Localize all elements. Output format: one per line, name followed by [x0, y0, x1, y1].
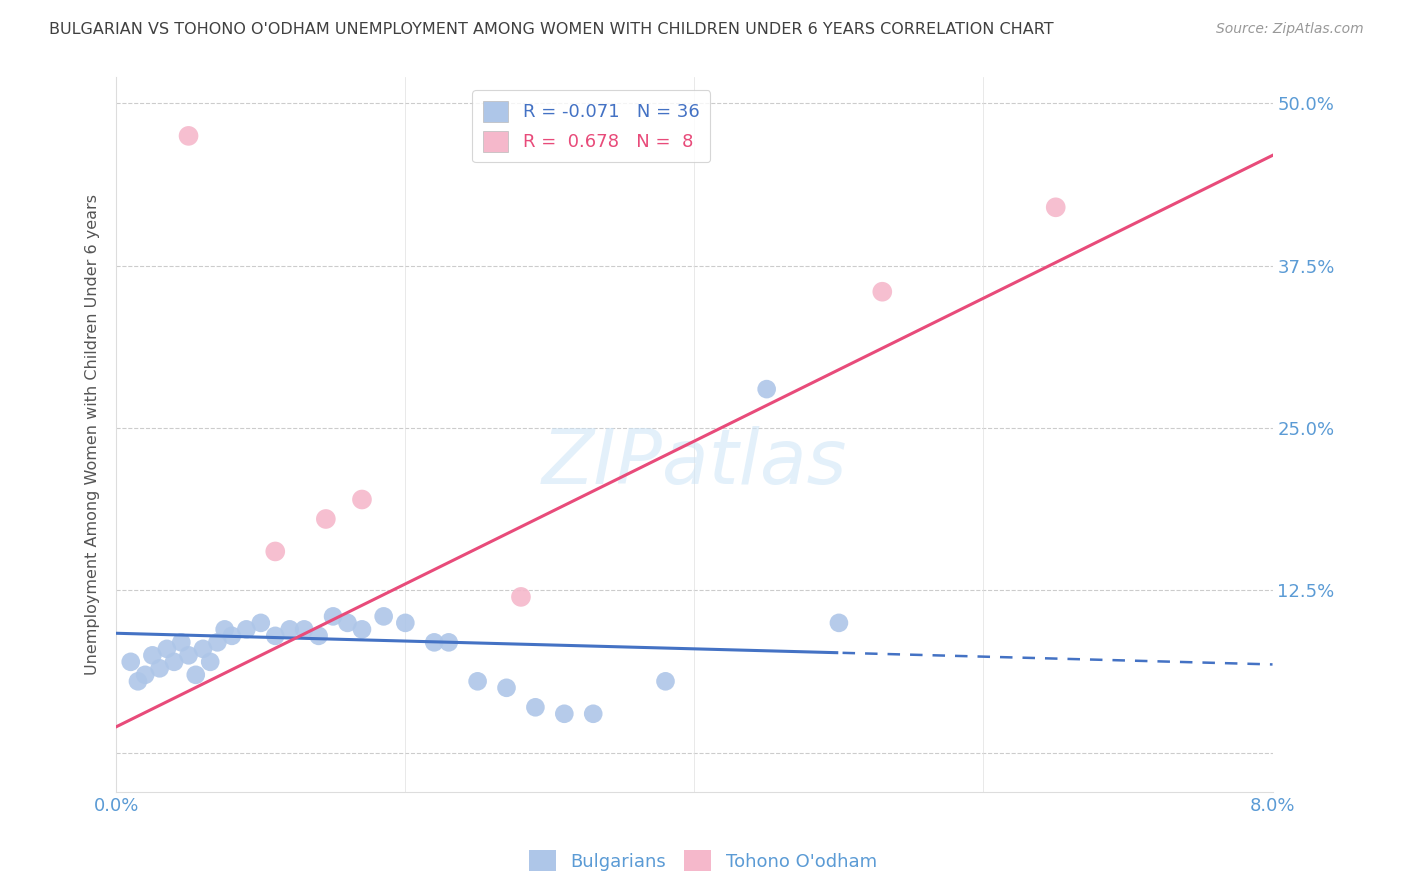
Legend: Bulgarians, Tohono O'odham: Bulgarians, Tohono O'odham — [522, 843, 884, 879]
Point — [394, 615, 416, 630]
Point — [134, 668, 156, 682]
Point — [235, 623, 257, 637]
Point — [163, 655, 186, 669]
Point — [336, 615, 359, 630]
Point — [315, 512, 337, 526]
Text: BULGARIAN VS TOHONO O'ODHAM UNEMPLOYMENT AMONG WOMEN WITH CHILDREN UNDER 6 YEARS: BULGARIAN VS TOHONO O'ODHAM UNEMPLOYMENT… — [49, 22, 1054, 37]
Point — [1045, 200, 1067, 214]
Point — [120, 655, 142, 669]
Point — [467, 674, 489, 689]
Point — [828, 615, 851, 630]
Point — [495, 681, 517, 695]
Point — [127, 674, 149, 689]
Point — [221, 629, 243, 643]
Point — [654, 674, 676, 689]
Point — [264, 629, 287, 643]
Point — [156, 641, 179, 656]
Point — [249, 615, 271, 630]
Point — [177, 648, 200, 663]
Point — [872, 285, 894, 299]
Point — [170, 635, 193, 649]
Point — [582, 706, 605, 721]
Text: Source: ZipAtlas.com: Source: ZipAtlas.com — [1216, 22, 1364, 37]
Point — [207, 635, 229, 649]
Point — [141, 648, 163, 663]
Point — [423, 635, 446, 649]
Text: ZIPatlas: ZIPatlas — [541, 426, 846, 500]
Point — [373, 609, 395, 624]
Y-axis label: Unemployment Among Women with Children Under 6 years: Unemployment Among Women with Children U… — [86, 194, 100, 675]
Point — [177, 128, 200, 143]
Point — [308, 629, 330, 643]
Point — [322, 609, 344, 624]
Point — [200, 655, 222, 669]
Point — [755, 382, 778, 396]
Point — [510, 590, 533, 604]
Point — [350, 623, 373, 637]
Point — [350, 492, 373, 507]
Point — [264, 544, 287, 558]
Point — [214, 623, 236, 637]
Point — [184, 668, 207, 682]
Point — [191, 641, 214, 656]
Point — [524, 700, 547, 714]
Point — [278, 623, 301, 637]
Point — [149, 661, 172, 675]
Point — [553, 706, 575, 721]
Point — [437, 635, 460, 649]
Point — [292, 623, 315, 637]
Legend: R = -0.071   N = 36, R =  0.678   N =  8: R = -0.071 N = 36, R = 0.678 N = 8 — [472, 90, 710, 162]
